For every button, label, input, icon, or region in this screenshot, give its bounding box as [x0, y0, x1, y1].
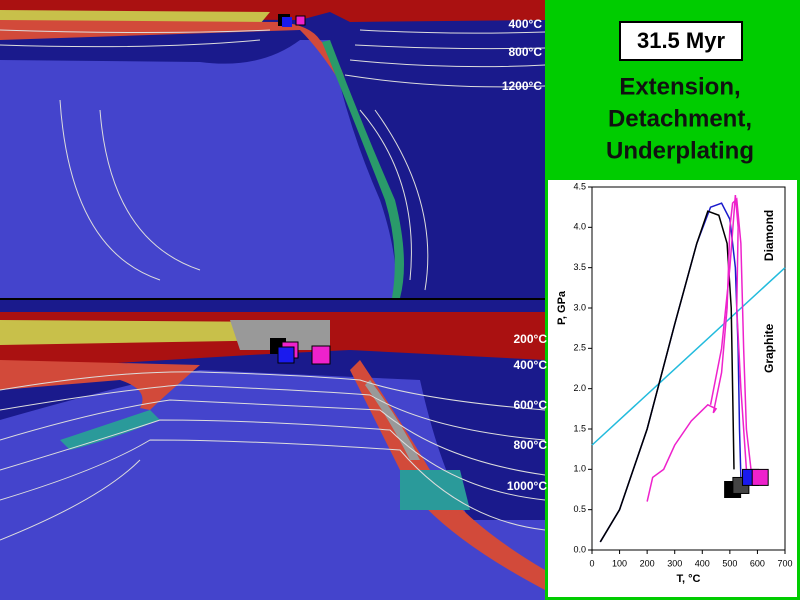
y-tick-label: 4.0	[573, 222, 586, 232]
x-tick-label: 0	[589, 558, 594, 568]
pt-path	[599, 210, 735, 543]
annotation: Graphite	[762, 323, 776, 373]
plot-frame	[591, 186, 786, 551]
x-tick-label: 400	[695, 558, 710, 568]
x-tick-label: 500	[722, 558, 737, 568]
time-box	[619, 21, 743, 61]
y-tick-label: 3.5	[573, 262, 586, 272]
isotherm-label: 800°C	[514, 438, 548, 452]
isotherm-label: 200°C	[514, 332, 548, 346]
pt-marker	[751, 468, 769, 486]
y-tick-label: 0.0	[573, 544, 586, 554]
isotherm-label: 1000°C	[507, 479, 547, 493]
isotherm-label: 800°C	[509, 45, 543, 59]
x-tick-label: 300	[667, 558, 682, 568]
x-tick-label: 700	[777, 558, 792, 568]
isotherm-label: 400°C	[509, 17, 543, 31]
title-line: Underplating	[606, 137, 754, 164]
y-axis-label: P, GPa	[556, 290, 568, 325]
title-line: Extension,	[619, 73, 740, 100]
y-tick-label: 1.0	[573, 464, 586, 474]
y-tick-label: 0.5	[573, 504, 586, 514]
pt-path	[709, 195, 758, 479]
x-axis-label: T, °C	[677, 573, 701, 585]
isotherm-label: 400°C	[514, 358, 548, 372]
annotation: Diamond	[762, 210, 776, 261]
x-tick-label: 100	[612, 558, 627, 568]
isotherm-label: 1200°C	[502, 79, 542, 93]
y-tick-label: 4.5	[573, 181, 586, 191]
y-tick-label: 2.5	[573, 343, 586, 353]
pt-path	[646, 197, 753, 502]
y-tick-label: 3.0	[573, 302, 586, 312]
bottom-model-panel	[0, 300, 546, 600]
y-tick-label: 2.0	[573, 383, 586, 393]
x-tick-label: 600	[750, 558, 765, 568]
y-tick-label: 1.5	[573, 423, 586, 433]
pt-path	[591, 267, 786, 446]
isotherm-label: 600°C	[514, 398, 548, 412]
top-model-panel	[0, 0, 546, 300]
time-label: 31.5 Myr	[637, 28, 725, 53]
title-line: Detachment,	[608, 105, 752, 132]
x-tick-label: 200	[640, 558, 655, 568]
